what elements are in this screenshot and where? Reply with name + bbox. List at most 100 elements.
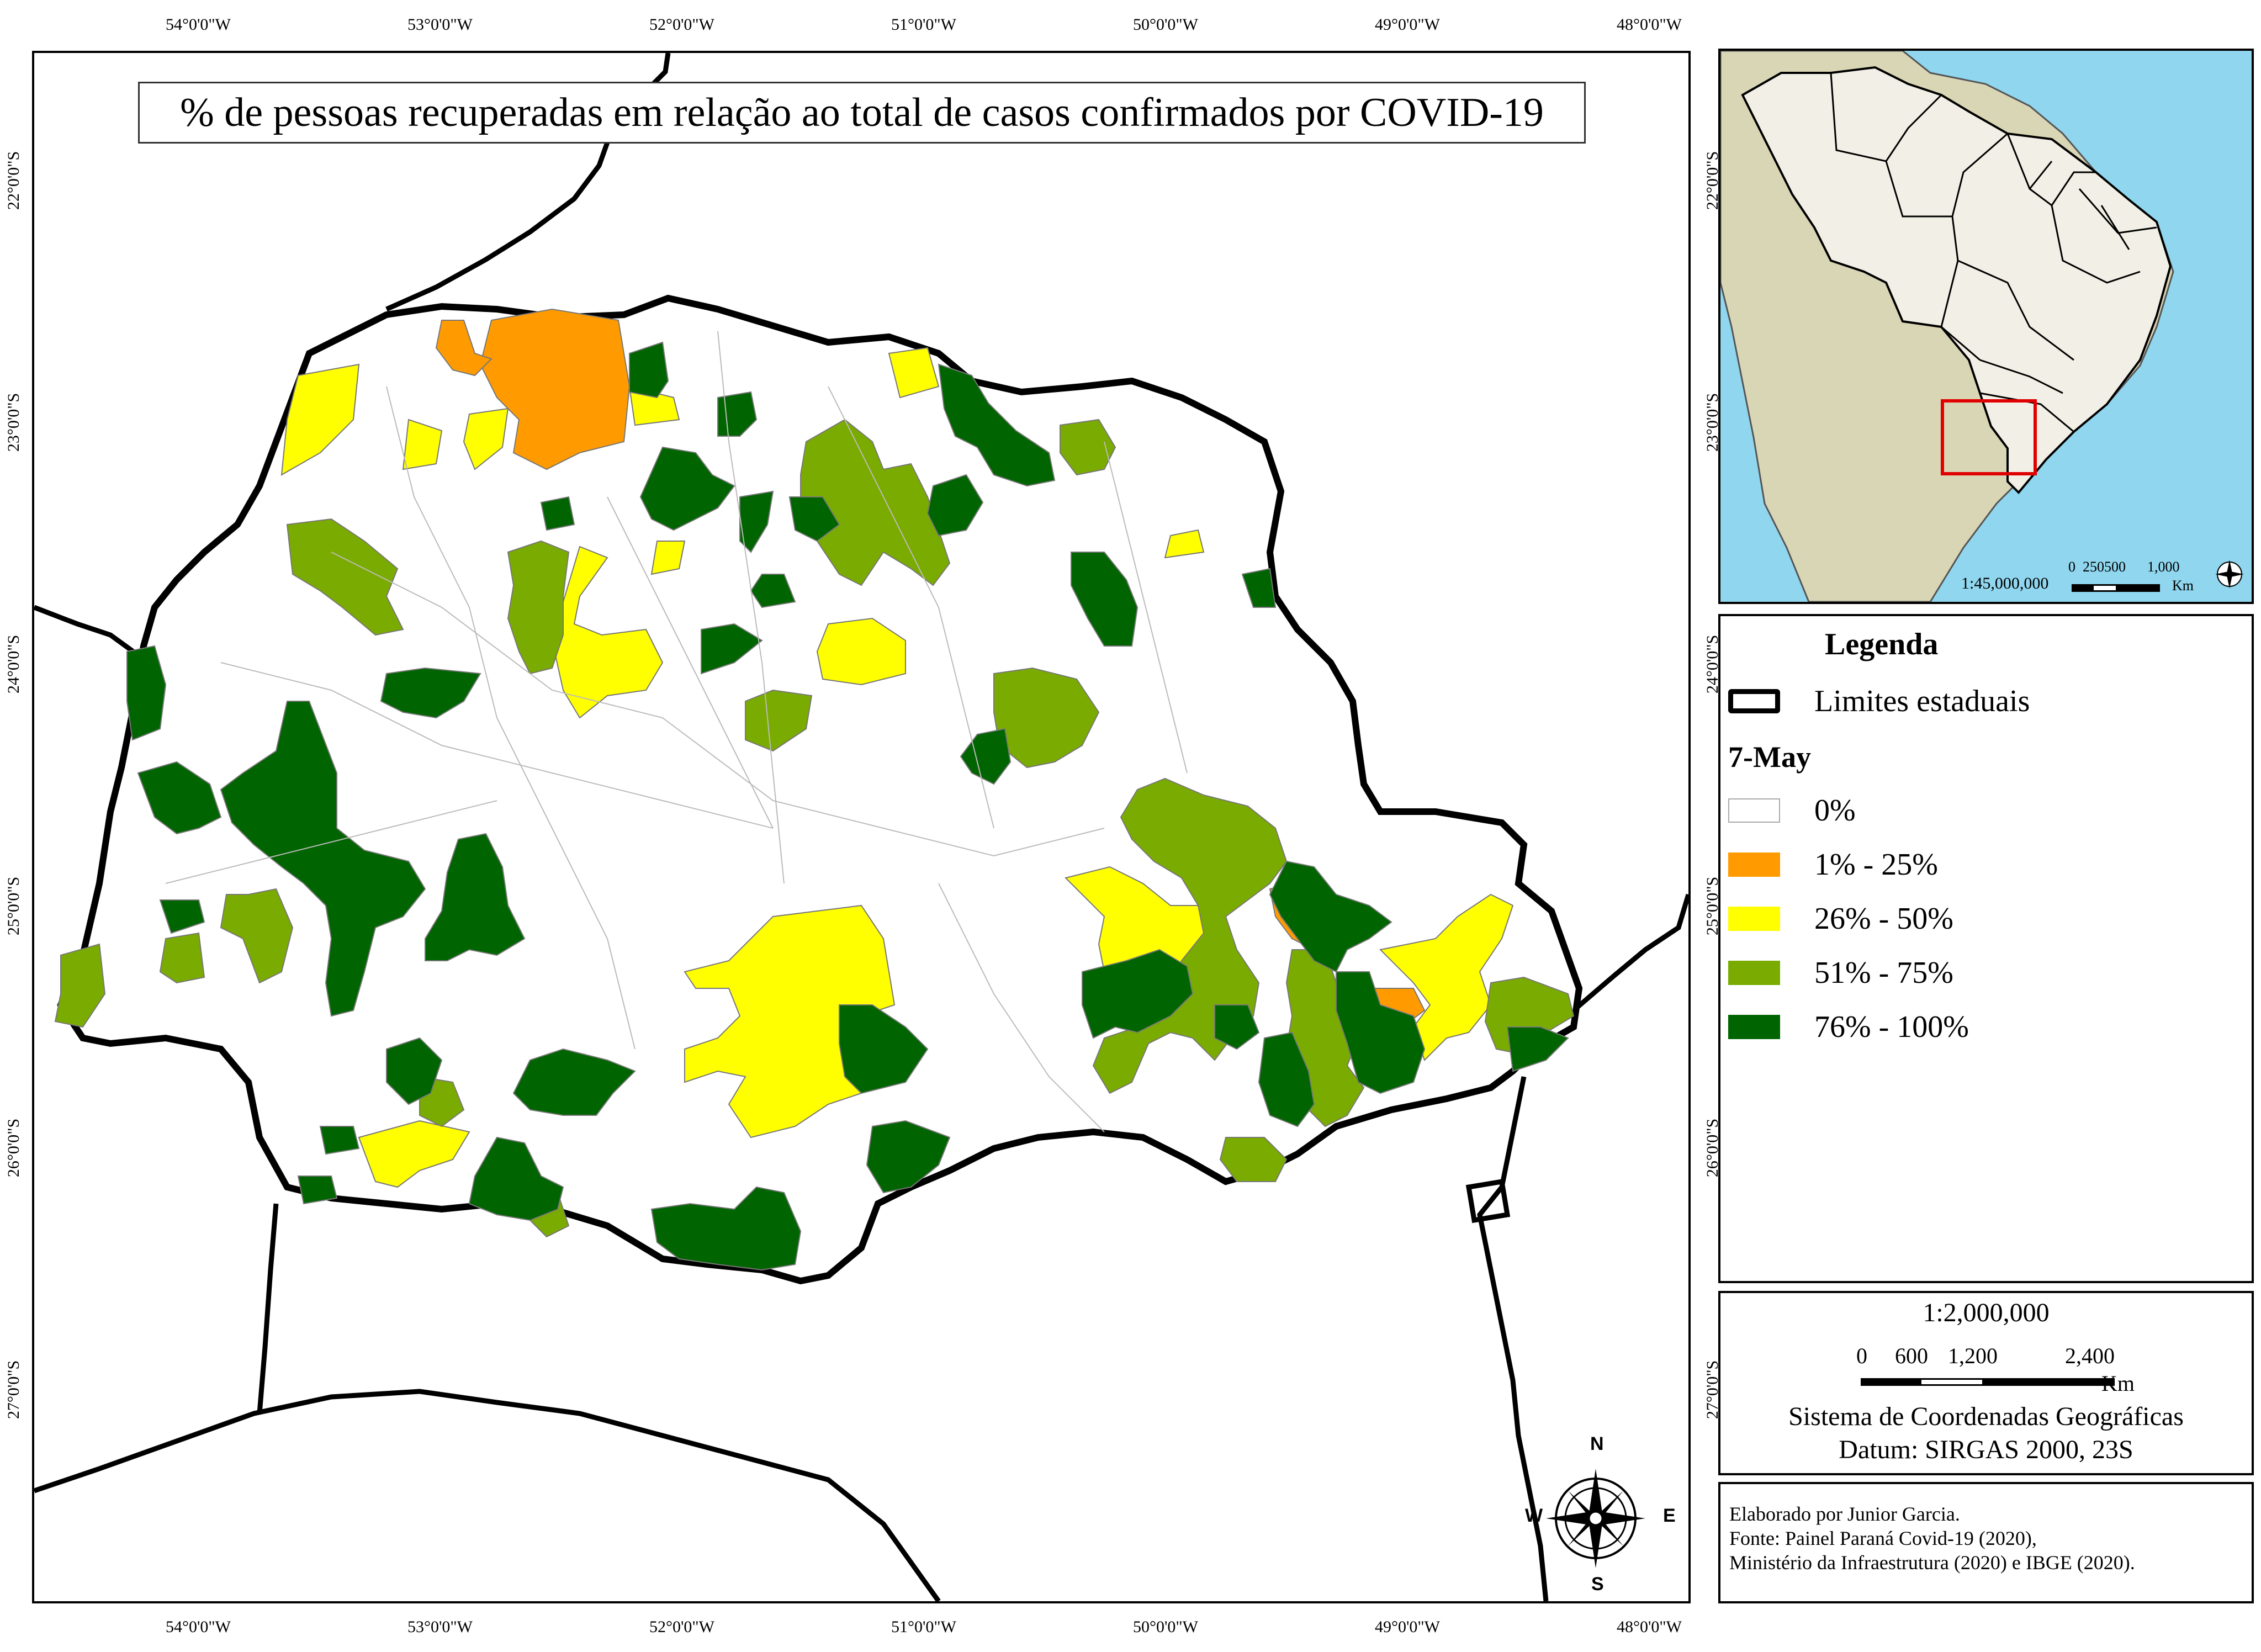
brazil-state-line [1979, 359, 2063, 394]
municipality [386, 1037, 443, 1105]
lat-label-left: 25°0'0"S [4, 876, 23, 936]
municipality [159, 899, 205, 934]
municipality [888, 347, 940, 399]
municipality [159, 932, 205, 984]
municipality [1241, 568, 1277, 608]
lon-label-bottom: 54°0'0"W [166, 1618, 231, 1636]
brazil-states [1830, 72, 2157, 433]
municipality [701, 623, 763, 675]
compass-e-label: E [1663, 1505, 1676, 1526]
municipality [137, 761, 222, 835]
lon-label-top: 48°0'0"W [1617, 15, 1682, 34]
municipality [512, 1048, 636, 1116]
municipality [1269, 860, 1392, 973]
municipality [926, 474, 984, 537]
municipal-line [828, 386, 994, 829]
legend-item-boundary: Limites estaduais [1728, 684, 2030, 719]
municipality [402, 419, 443, 470]
municipality [280, 363, 360, 476]
legend-swatch [1728, 961, 1780, 985]
legend-item: 76% - 100% [1728, 1009, 1969, 1045]
scale-tick-0: 0 [1856, 1343, 1867, 1368]
legend-item: 0% [1728, 793, 1856, 828]
municipal-line [938, 883, 1105, 1132]
legend-swatch [1728, 907, 1780, 931]
legend-label: 51% - 75% [1814, 956, 1953, 990]
municipal-line [717, 331, 785, 884]
municipality [639, 446, 735, 531]
municipal-line [386, 386, 636, 1050]
lon-label-top: 50°0'0"W [1133, 15, 1198, 34]
inset-scale-ticks: 0 250500 1,000 [2068, 559, 2180, 575]
municipality [1060, 419, 1116, 476]
lon-label-bottom: 50°0'0"W [1133, 1618, 1198, 1636]
inset-scale-bar-segment [2094, 586, 2116, 590]
scale-tick-1: 600 [1895, 1343, 1928, 1368]
legend-title: Legenda [1825, 627, 1939, 661]
municipality [788, 496, 840, 542]
brazil-land [1741, 66, 2172, 494]
municipality [507, 540, 570, 675]
municipal-lines [165, 331, 1188, 1132]
municipal-line [220, 662, 774, 829]
coastline-north [1572, 893, 1688, 1013]
lon-label-bottom: 52°0'0"W [649, 1618, 714, 1636]
municipality [468, 1136, 564, 1221]
municipality [1071, 552, 1139, 647]
legend-boundary-label: Limites estaduais [1814, 684, 2030, 718]
brazil-state-line [1951, 216, 2074, 361]
municipal-line [1104, 441, 1188, 774]
credits: Elaborado por Junior Garcia. Fonte: Pain… [1729, 1502, 2135, 1575]
brazil-state-line [2100, 205, 2130, 250]
lon-label-bottom: 53°0'0"W [407, 1618, 473, 1636]
lat-label-left: 27°0'0"S [4, 1360, 23, 1420]
scale-bar [1861, 1378, 2115, 1386]
municipality [1219, 1137, 1288, 1182]
municipality [54, 943, 106, 1028]
municipality [745, 689, 813, 752]
legend-date: 7-May [1728, 740, 1811, 774]
coastline-south [1477, 1076, 1549, 1601]
lon-label-top: 53°0'0"W [407, 15, 473, 34]
credits-source-2: Ministério da Infraestrutura (2020) e IB… [1729, 1552, 2135, 1574]
municipality [816, 617, 906, 686]
legend-swatch [1728, 853, 1780, 877]
credits-author: Elaborado por Junior Garcia. [1729, 1503, 1960, 1525]
parana-highlight-box [1941, 399, 2037, 475]
municipality [319, 1126, 360, 1155]
scale-tick-2: 1,200 [1948, 1343, 1998, 1368]
municipality [220, 701, 426, 1017]
lat-label-left: 26°0'0"S [4, 1118, 23, 1178]
municipality [650, 541, 686, 575]
lon-label-bottom: 49°0'0"W [1375, 1618, 1440, 1636]
inset-scale-ratio: 1:45,000,000 [1961, 574, 2049, 592]
compass-w-label: W [1525, 1505, 1543, 1526]
municipality [960, 728, 1012, 785]
scale-unit: Km [2101, 1371, 2135, 1396]
municipal-line [165, 800, 497, 884]
municipality [1258, 1031, 1315, 1127]
municipality [463, 407, 509, 470]
credits-source-1: Fonte: Painel Paraná Covid-19 (2020), [1729, 1527, 2037, 1549]
inset-map [1720, 51, 2244, 602]
municipality [739, 490, 774, 553]
island [1465, 1178, 1511, 1224]
state-boundary-west [34, 605, 142, 659]
border-southwest [34, 1389, 941, 1601]
compass-n-label: N [1590, 1433, 1604, 1454]
municipality [629, 341, 669, 399]
lat-label-left: 23°0'0"S [4, 393, 23, 452]
lat-label-left: 22°0'0"S [4, 151, 23, 210]
brazil-state-line [1979, 392, 2074, 433]
legend-swatch [1728, 1015, 1780, 1039]
municipality [839, 1004, 929, 1094]
municipality [750, 574, 796, 608]
datum: Datum: SIRGAS 2000, 23S [1839, 1435, 2133, 1464]
legend-swatch [1728, 798, 1780, 823]
municipality [425, 833, 526, 961]
municipality [650, 1186, 802, 1271]
lon-label-top: 49°0'0"W [1375, 15, 1440, 34]
lon-label-top: 52°0'0"W [649, 15, 714, 34]
compass-s-label: S [1591, 1574, 1604, 1595]
brazil-state-line [2029, 161, 2053, 189]
